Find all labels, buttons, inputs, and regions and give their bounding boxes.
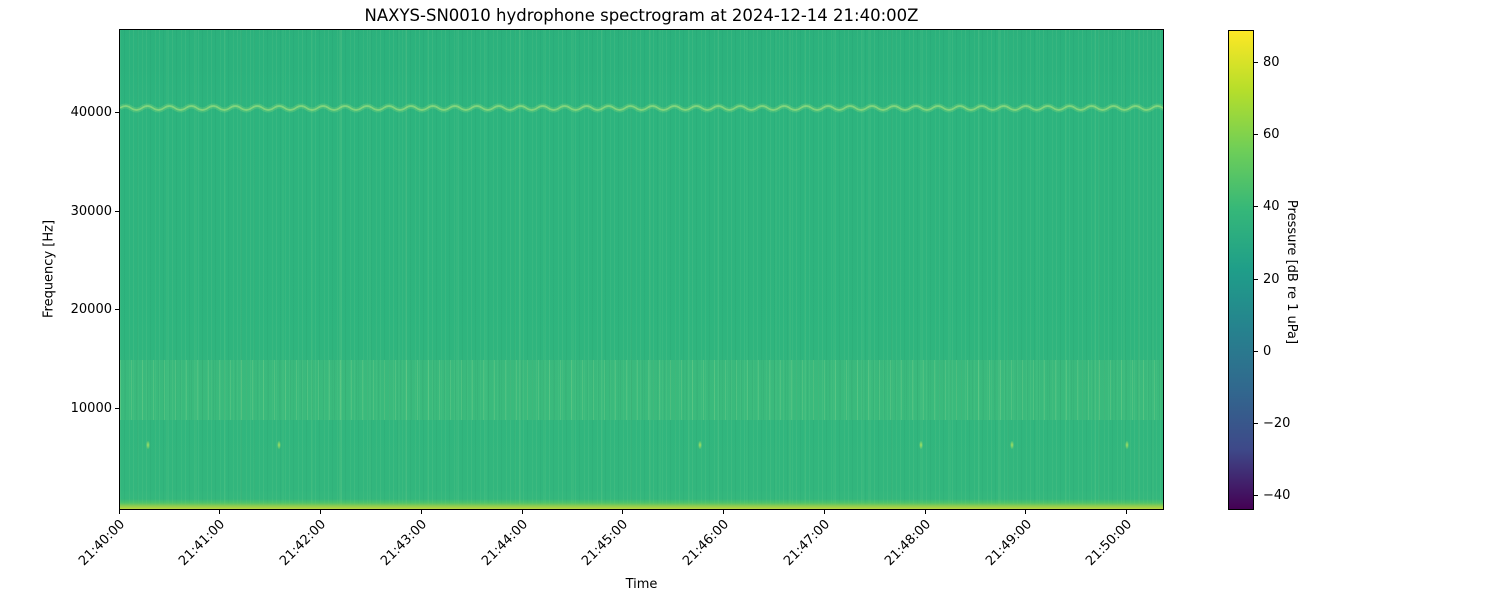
x-axis-label: Time bbox=[625, 577, 658, 592]
x-axis-tickmark bbox=[1126, 510, 1128, 514]
spectrogram-plot-area bbox=[119, 29, 1164, 510]
y-axis-tick-label: 30000 bbox=[70, 203, 112, 219]
x-axis-tickmark bbox=[219, 510, 221, 514]
x-axis-tick-label: 21:43:00 bbox=[378, 517, 430, 569]
colorbar-tickmark bbox=[1254, 495, 1258, 497]
y-axis-tickmark bbox=[115, 112, 119, 114]
y-axis-tick-label: 20000 bbox=[70, 302, 112, 318]
noise-streak bbox=[788, 30, 791, 509]
noise-streak bbox=[649, 30, 652, 509]
x-axis-tick-label: 21:40:00 bbox=[75, 517, 128, 569]
noise-streak bbox=[1097, 30, 1100, 509]
colorbar-tickmark bbox=[1254, 206, 1258, 208]
x-axis-tickmark bbox=[1025, 510, 1027, 514]
colorbar-tickmark bbox=[1254, 278, 1258, 280]
y-axis-tick-label: 40000 bbox=[70, 105, 112, 121]
x-axis-tick-label: 21:41:00 bbox=[176, 517, 229, 569]
noise-streak bbox=[339, 30, 342, 509]
x-axis-tick-label: 21:48:00 bbox=[881, 517, 934, 569]
transient-click-mark bbox=[277, 440, 282, 450]
noise-streak bbox=[519, 30, 522, 509]
low-frequency-noise-band bbox=[120, 499, 1163, 509]
colorbar-tickmark bbox=[1254, 61, 1258, 63]
x-axis-tickmark bbox=[924, 510, 926, 514]
x-axis-tick-label: 21:45:00 bbox=[579, 517, 632, 569]
x-axis-tick-label: 21:49:00 bbox=[982, 517, 1035, 569]
colorbar bbox=[1228, 30, 1254, 510]
x-axis-tick-label: 21:44:00 bbox=[478, 517, 531, 569]
colorbar-tick-label: 20 bbox=[1263, 271, 1280, 287]
x-axis-tick-label: 21:46:00 bbox=[680, 517, 733, 569]
wavy-tone-line bbox=[120, 103, 1163, 113]
colorbar-tickmark bbox=[1254, 350, 1258, 352]
y-axis-tickmark bbox=[115, 210, 119, 212]
x-axis-tick-label: 21:50:00 bbox=[1083, 517, 1136, 569]
colorbar-tick-label: −40 bbox=[1263, 488, 1291, 504]
colorbar-tickmark bbox=[1254, 134, 1258, 136]
y-axis-tick-label: 10000 bbox=[70, 400, 112, 416]
colorbar-tick-label: 80 bbox=[1263, 54, 1280, 70]
x-axis-tickmark bbox=[521, 510, 523, 514]
x-axis-tickmark bbox=[823, 510, 825, 514]
transient-click-mark bbox=[1125, 440, 1130, 450]
x-axis-tickmark bbox=[420, 510, 422, 514]
colorbar-tick-label: 40 bbox=[1263, 199, 1280, 215]
colorbar-tick-label: 60 bbox=[1263, 127, 1280, 143]
colorbar-label: Pressure [dB re 1 uPa] bbox=[1284, 199, 1299, 345]
x-axis-tickmark bbox=[118, 510, 120, 514]
transient-click-mark bbox=[919, 440, 924, 450]
y-axis-tickmark bbox=[115, 407, 119, 409]
x-axis-tickmark bbox=[320, 510, 322, 514]
noise-streak bbox=[404, 30, 407, 509]
chart-title: NAXYS-SN0010 hydrophone spectrogram at 2… bbox=[364, 6, 919, 25]
transient-click-mark bbox=[1009, 440, 1014, 450]
noise-streak bbox=[998, 30, 1001, 509]
noise-streak bbox=[1137, 30, 1140, 509]
transient-click-mark bbox=[146, 440, 151, 450]
noise-streak bbox=[868, 30, 871, 509]
transient-click-mark bbox=[698, 440, 702, 450]
x-axis-tickmark bbox=[723, 510, 725, 514]
colorbar-tickmark bbox=[1254, 422, 1258, 424]
x-axis-tick-label: 21:42:00 bbox=[277, 517, 330, 569]
noise-streak bbox=[239, 30, 242, 509]
x-axis-tick-label: 21:47:00 bbox=[781, 517, 833, 569]
broadband-elevated-band bbox=[120, 359, 1163, 420]
colorbar-tick-label: −20 bbox=[1263, 415, 1291, 431]
colorbar-tick-label: 0 bbox=[1263, 343, 1272, 359]
y-axis-tickmark bbox=[115, 309, 119, 311]
x-axis-tickmark bbox=[622, 510, 624, 514]
